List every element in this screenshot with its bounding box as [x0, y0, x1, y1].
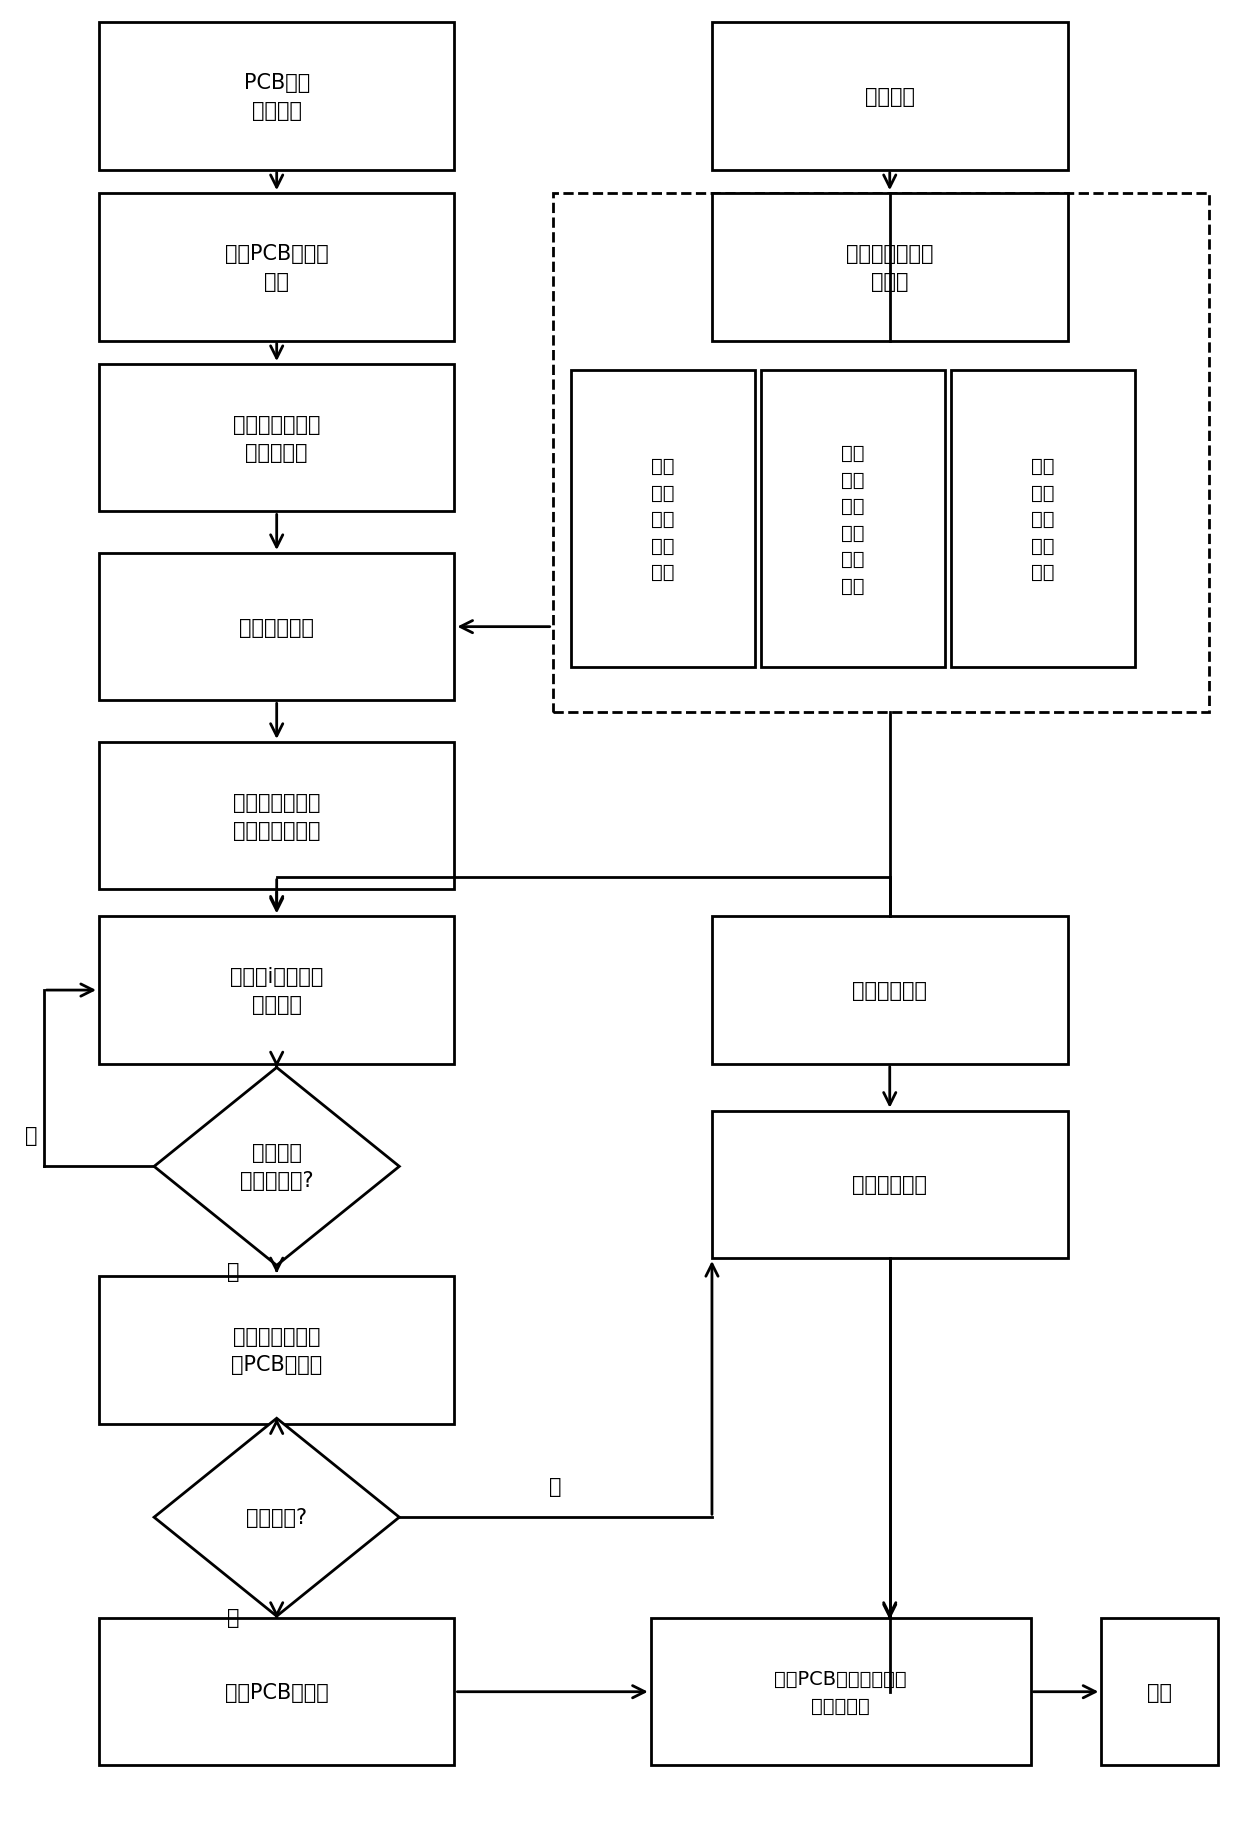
Text: 等效
热阻
工程
经验
公式: 等效 热阻 工程 经验 公式	[1032, 456, 1055, 581]
Text: 计算定性温度: 计算定性温度	[852, 1175, 928, 1195]
Text: 计算该定性温度
下PCB温度场: 计算该定性温度 下PCB温度场	[231, 1326, 322, 1374]
Bar	[99, 554, 455, 701]
Text: 用于PCB可靠性评估的
热分析结果: 用于PCB可靠性评估的 热分析结果	[775, 1670, 906, 1714]
Bar	[99, 193, 455, 342]
Text: 是: 是	[227, 1607, 239, 1628]
Bar	[712, 918, 1068, 1065]
Text: 输出: 输出	[1147, 1683, 1172, 1701]
Text: 设置模型初始值
和初始定性温度: 设置模型初始值 和初始定性温度	[233, 793, 320, 840]
Bar	[712, 193, 1068, 342]
Text: 等效
换热
系数
工程
经验
公式: 等效 换热 系数 工程 经验 公式	[841, 443, 864, 596]
Text: 统计数据: 统计数据	[864, 86, 915, 107]
Bar	[99, 364, 455, 513]
Bar	[99, 918, 455, 1065]
Bar	[1101, 1618, 1218, 1765]
Text: 否: 否	[25, 1125, 37, 1146]
Bar	[712, 24, 1068, 171]
Text: 是否收敛?: 是否收敛?	[246, 1508, 308, 1528]
Bar	[99, 1276, 455, 1423]
Bar	[761, 371, 945, 668]
Bar	[553, 193, 1209, 714]
Text: 计算第i个元器件
的温度场: 计算第i个元器件 的温度场	[229, 967, 324, 1015]
Text: 等效
物性
参数
经验
公式: 等效 物性 参数 经验 公式	[651, 456, 675, 581]
Text: 边界条件设置: 边界条件设置	[239, 618, 314, 638]
Text: 模型简化与解析
解公式推导: 模型简化与解析 解公式推导	[233, 414, 320, 462]
Bar	[99, 743, 455, 890]
Text: 是否遍历
所有元器件?: 是否遍历 所有元器件?	[239, 1142, 314, 1190]
Bar	[712, 1111, 1068, 1258]
Bar	[99, 1618, 455, 1765]
Text: 建立PCB三维热
模型: 建立PCB三维热 模型	[224, 245, 329, 292]
Text: 曲线拟合建立经
验公式: 曲线拟合建立经 验公式	[846, 245, 934, 292]
Text: 是: 是	[227, 1262, 239, 1282]
Text: PCB三维
几何建模: PCB三维 几何建模	[243, 74, 310, 121]
Text: 否: 否	[549, 1477, 562, 1495]
Bar	[951, 371, 1135, 668]
Bar	[99, 24, 455, 171]
Polygon shape	[154, 1418, 399, 1616]
Bar	[651, 1618, 1030, 1765]
Polygon shape	[154, 1068, 399, 1265]
Text: 更新定性温度: 更新定性温度	[852, 980, 928, 1000]
Bar	[570, 371, 755, 668]
Text: 获得PCB温度场: 获得PCB温度场	[224, 1683, 329, 1701]
